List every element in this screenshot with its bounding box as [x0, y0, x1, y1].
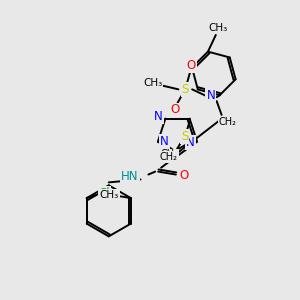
Text: S: S	[181, 130, 188, 143]
Text: N: N	[154, 110, 163, 123]
Text: O: O	[179, 169, 188, 182]
Text: S: S	[182, 83, 189, 96]
Text: Cl: Cl	[98, 187, 110, 200]
Text: N: N	[206, 89, 215, 102]
Text: CH₃: CH₃	[143, 79, 163, 88]
Text: O: O	[187, 59, 196, 72]
Text: O: O	[171, 103, 180, 116]
Text: CH₂: CH₂	[218, 117, 236, 127]
Text: CH₃: CH₃	[208, 23, 227, 33]
Text: N: N	[160, 135, 169, 148]
Text: CH₃: CH₃	[160, 149, 179, 159]
Text: N: N	[186, 136, 195, 149]
Text: CH₃: CH₃	[100, 190, 119, 200]
Text: HN: HN	[121, 170, 139, 183]
Text: CH₂: CH₂	[160, 152, 178, 162]
